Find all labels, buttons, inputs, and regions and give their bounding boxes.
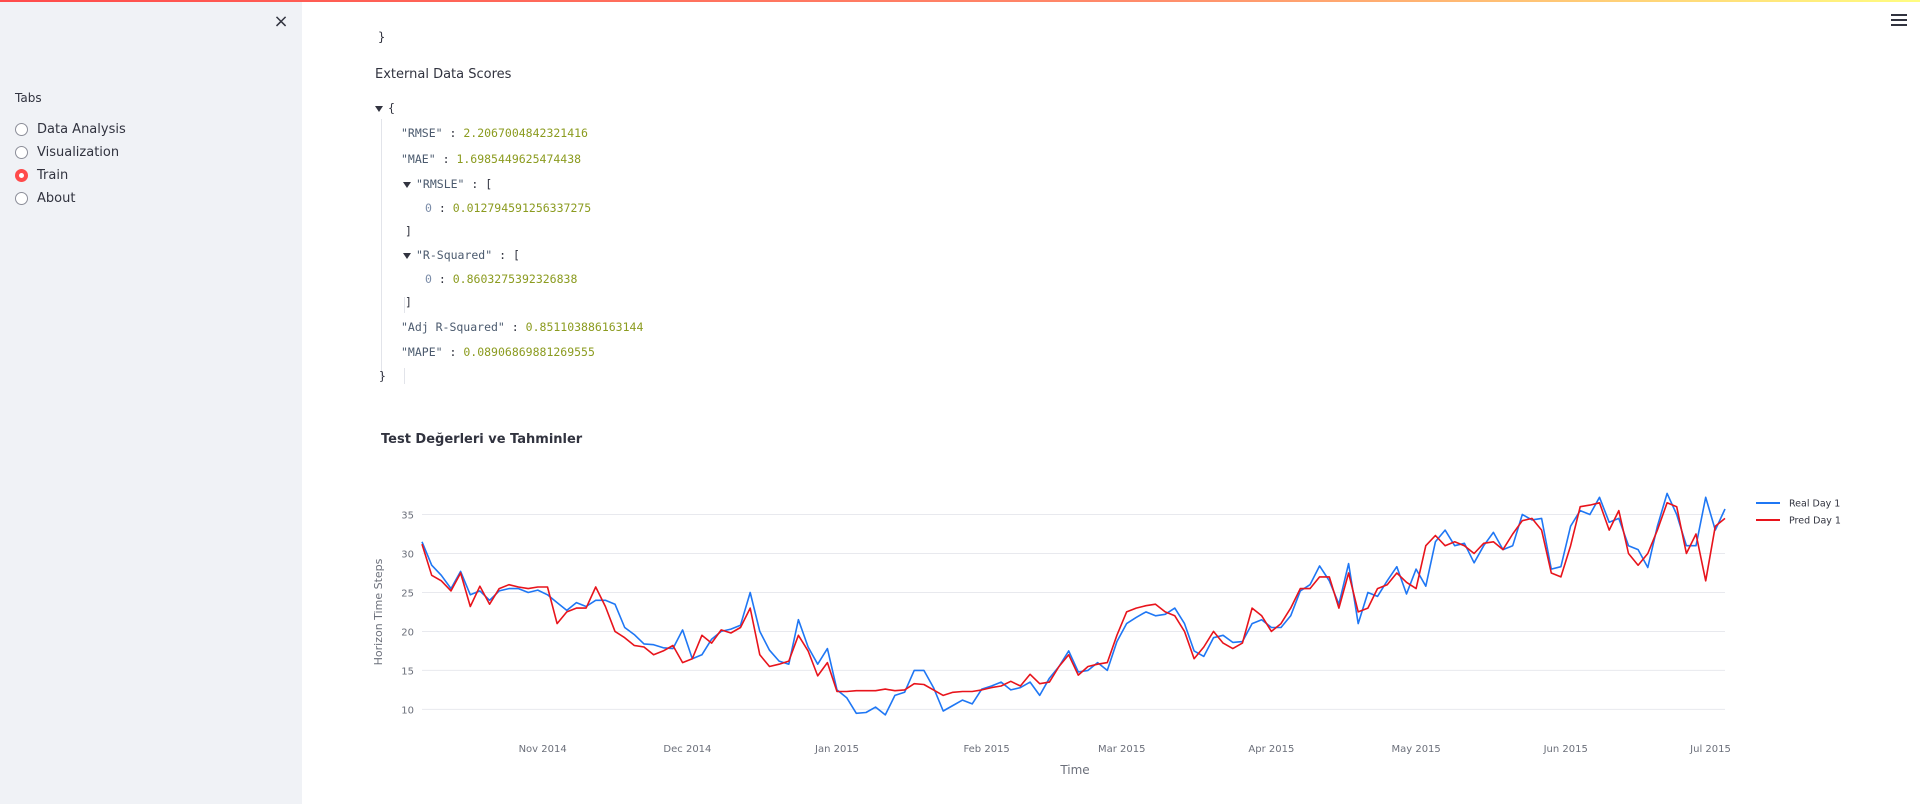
- radio-data-analysis[interactable]: Data Analysis: [15, 118, 126, 141]
- x-tick-label: Jan 2015: [814, 744, 859, 755]
- section-title: External Data Scores: [375, 67, 512, 82]
- main-content: } External Data Scores { "RMSE" : 2.2067…: [302, 0, 1920, 804]
- json-sep: :: [438, 201, 446, 215]
- json-key: "RMSE": [401, 126, 443, 140]
- series-line[interactable]: [421, 502, 1726, 697]
- collapse-caret-icon[interactable]: [403, 252, 411, 259]
- x-tick-label: Mar 2015: [1098, 744, 1146, 755]
- sidebar: × Tabs Data Analysis Visualization Train…: [0, 0, 302, 804]
- json-value: 0.8603275392326838: [452, 272, 578, 286]
- json-brace-close: }: [379, 369, 386, 383]
- radio-label: Data Analysis: [37, 122, 126, 137]
- y-tick-label: 30: [401, 549, 414, 560]
- previous-json-close: }: [378, 30, 386, 44]
- x-tick-label: Apr 2015: [1248, 744, 1294, 755]
- json-indent-guide: [404, 297, 405, 313]
- y-tick-label: 25: [401, 588, 414, 599]
- radio-about[interactable]: About: [15, 187, 126, 210]
- radio-label: About: [37, 191, 76, 206]
- json-value: 0.08906869881269555: [463, 345, 595, 359]
- json-row-adj-r-squared: "Adj R-Squared" : 0.851103886163144: [401, 320, 643, 334]
- json-row-mae: "MAE" : 1.6985449625474438: [401, 152, 581, 166]
- json-row-rmse: "RMSE" : 2.2067004842321416: [401, 126, 588, 140]
- legend-item[interactable]: Real Day 1: [1756, 499, 1840, 510]
- radio-visualization[interactable]: Visualization: [15, 141, 126, 164]
- json-bracket-close: ]: [405, 295, 412, 309]
- radio-selected-icon[interactable]: [15, 169, 28, 182]
- y-tick-label: 35: [401, 510, 414, 521]
- json-value: 2.2067004842321416: [463, 126, 588, 140]
- tabs-label: Tabs: [15, 91, 42, 105]
- x-tick-label: May 2015: [1391, 744, 1440, 755]
- chart-legend[interactable]: Real Day 1 Pred Day 1: [1756, 499, 1841, 527]
- json-value: 0.851103886163144: [525, 320, 644, 334]
- json-row-mape: "MAPE" : 0.08906869881269555: [401, 345, 595, 359]
- radio-circle-icon[interactable]: [15, 123, 28, 136]
- chart-title: Test Değerleri ve Tahminler: [381, 432, 583, 447]
- json-key: "MAE": [401, 152, 436, 166]
- x-tick-label: Feb 2015: [963, 744, 1009, 755]
- json-sep: :: [442, 152, 450, 166]
- y-tick-label: 15: [401, 666, 414, 677]
- json-sep: :: [449, 345, 457, 359]
- x-axis-ticks: Nov 2014 Dec 2014 Jan 2015 Feb 2015 Mar 2015…: [519, 744, 1731, 755]
- json-indent-guide: [404, 368, 405, 384]
- radio-circle-icon[interactable]: [15, 146, 28, 159]
- json-sep: :: [471, 177, 479, 191]
- legend-item[interactable]: Pred Day 1: [1756, 516, 1841, 527]
- json-sep: :: [438, 272, 446, 286]
- x-tick-label: Dec 2014: [663, 744, 711, 755]
- radio-train[interactable]: Train: [15, 164, 126, 187]
- x-tick-label: Nov 2014: [519, 744, 567, 755]
- x-tick-label: Jun 2015: [1543, 744, 1588, 755]
- close-icon[interactable]: ×: [273, 11, 289, 32]
- chart-grid: [422, 513, 1725, 710]
- json-indent-guide: [381, 119, 382, 379]
- y-axis-ticks: 10 15 20 25 30 35: [401, 510, 414, 716]
- json-index: 0: [425, 201, 432, 215]
- top-accent-bar: [0, 0, 1920, 2]
- radio-circle-icon[interactable]: [15, 192, 28, 205]
- hamburger-menu-icon[interactable]: [1891, 14, 1907, 26]
- legend-label: Pred Day 1: [1789, 516, 1841, 527]
- collapse-caret-icon[interactable]: [375, 105, 383, 112]
- json-key: "MAPE": [401, 345, 443, 359]
- x-axis-label: Time: [1059, 763, 1089, 777]
- json-brace: {: [388, 101, 395, 115]
- y-axis-label: Horizon Time Steps: [372, 558, 385, 665]
- y-tick-label: 10: [401, 705, 414, 716]
- radio-label: Train: [37, 168, 69, 183]
- json-key: "RMSLE": [416, 177, 465, 191]
- json-value: 1.6985449625474438: [456, 152, 582, 166]
- tabs-radio-group: Data Analysis Visualization Train About: [15, 118, 126, 210]
- chart-series[interactable]: [421, 492, 1726, 716]
- json-bracket-close: ]: [405, 224, 412, 238]
- collapse-caret-icon[interactable]: [403, 181, 411, 188]
- legend-label: Real Day 1: [1789, 499, 1840, 510]
- json-sep: :: [511, 320, 519, 334]
- json-value: 0.012794591256337275: [452, 201, 592, 215]
- x-tick-label: Jul 2015: [1689, 744, 1731, 755]
- json-sep: :: [499, 248, 507, 262]
- json-bracket: [: [485, 177, 493, 191]
- json-bracket: [: [512, 248, 520, 262]
- json-key: "R-Squared": [416, 248, 493, 262]
- line-chart[interactable]: 10 15 20 25 30 35 Nov 2014 Dec 2014 Jan 2015 Feb…: [302, 470, 1920, 804]
- json-row-r-squared[interactable]: "R-Squared" : [: [403, 248, 520, 262]
- json-sep: :: [449, 126, 457, 140]
- json-row-r-squared-0: 0 : 0.8603275392326838: [425, 272, 577, 286]
- json-row-rmsle[interactable]: "RMSLE" : [: [403, 177, 492, 191]
- radio-label: Visualization: [37, 145, 120, 160]
- json-index: 0: [425, 272, 432, 286]
- y-tick-label: 20: [401, 627, 414, 638]
- series-line[interactable]: [421, 492, 1726, 716]
- json-row-rmsle-0: 0 : 0.012794591256337275: [425, 201, 591, 215]
- json-root-line[interactable]: {: [375, 101, 395, 115]
- json-key: "Adj R-Squared": [401, 320, 505, 334]
